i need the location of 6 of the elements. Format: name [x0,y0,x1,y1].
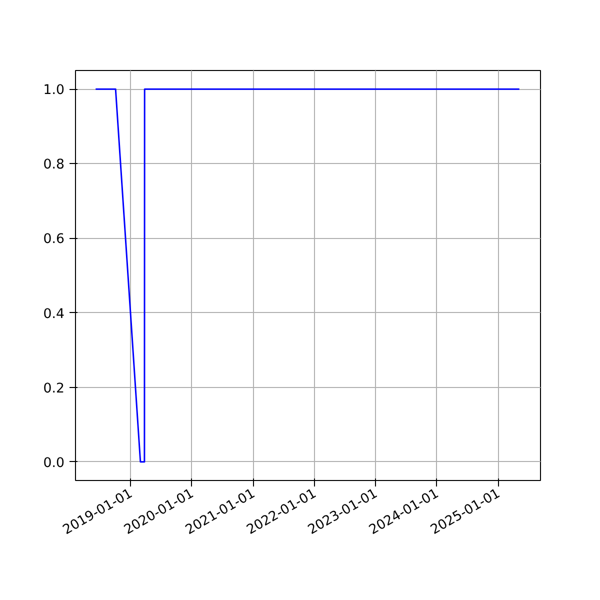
y-tick-label: 0.2 [43,381,65,396]
y-tick-label: 0.4 [43,306,65,322]
y-tick-label: 0.0 [43,456,65,471]
y-tick-label: 1.0 [43,83,65,98]
y-tick-label: 0.6 [43,232,65,248]
y-tick-label: 0.8 [43,158,65,173]
